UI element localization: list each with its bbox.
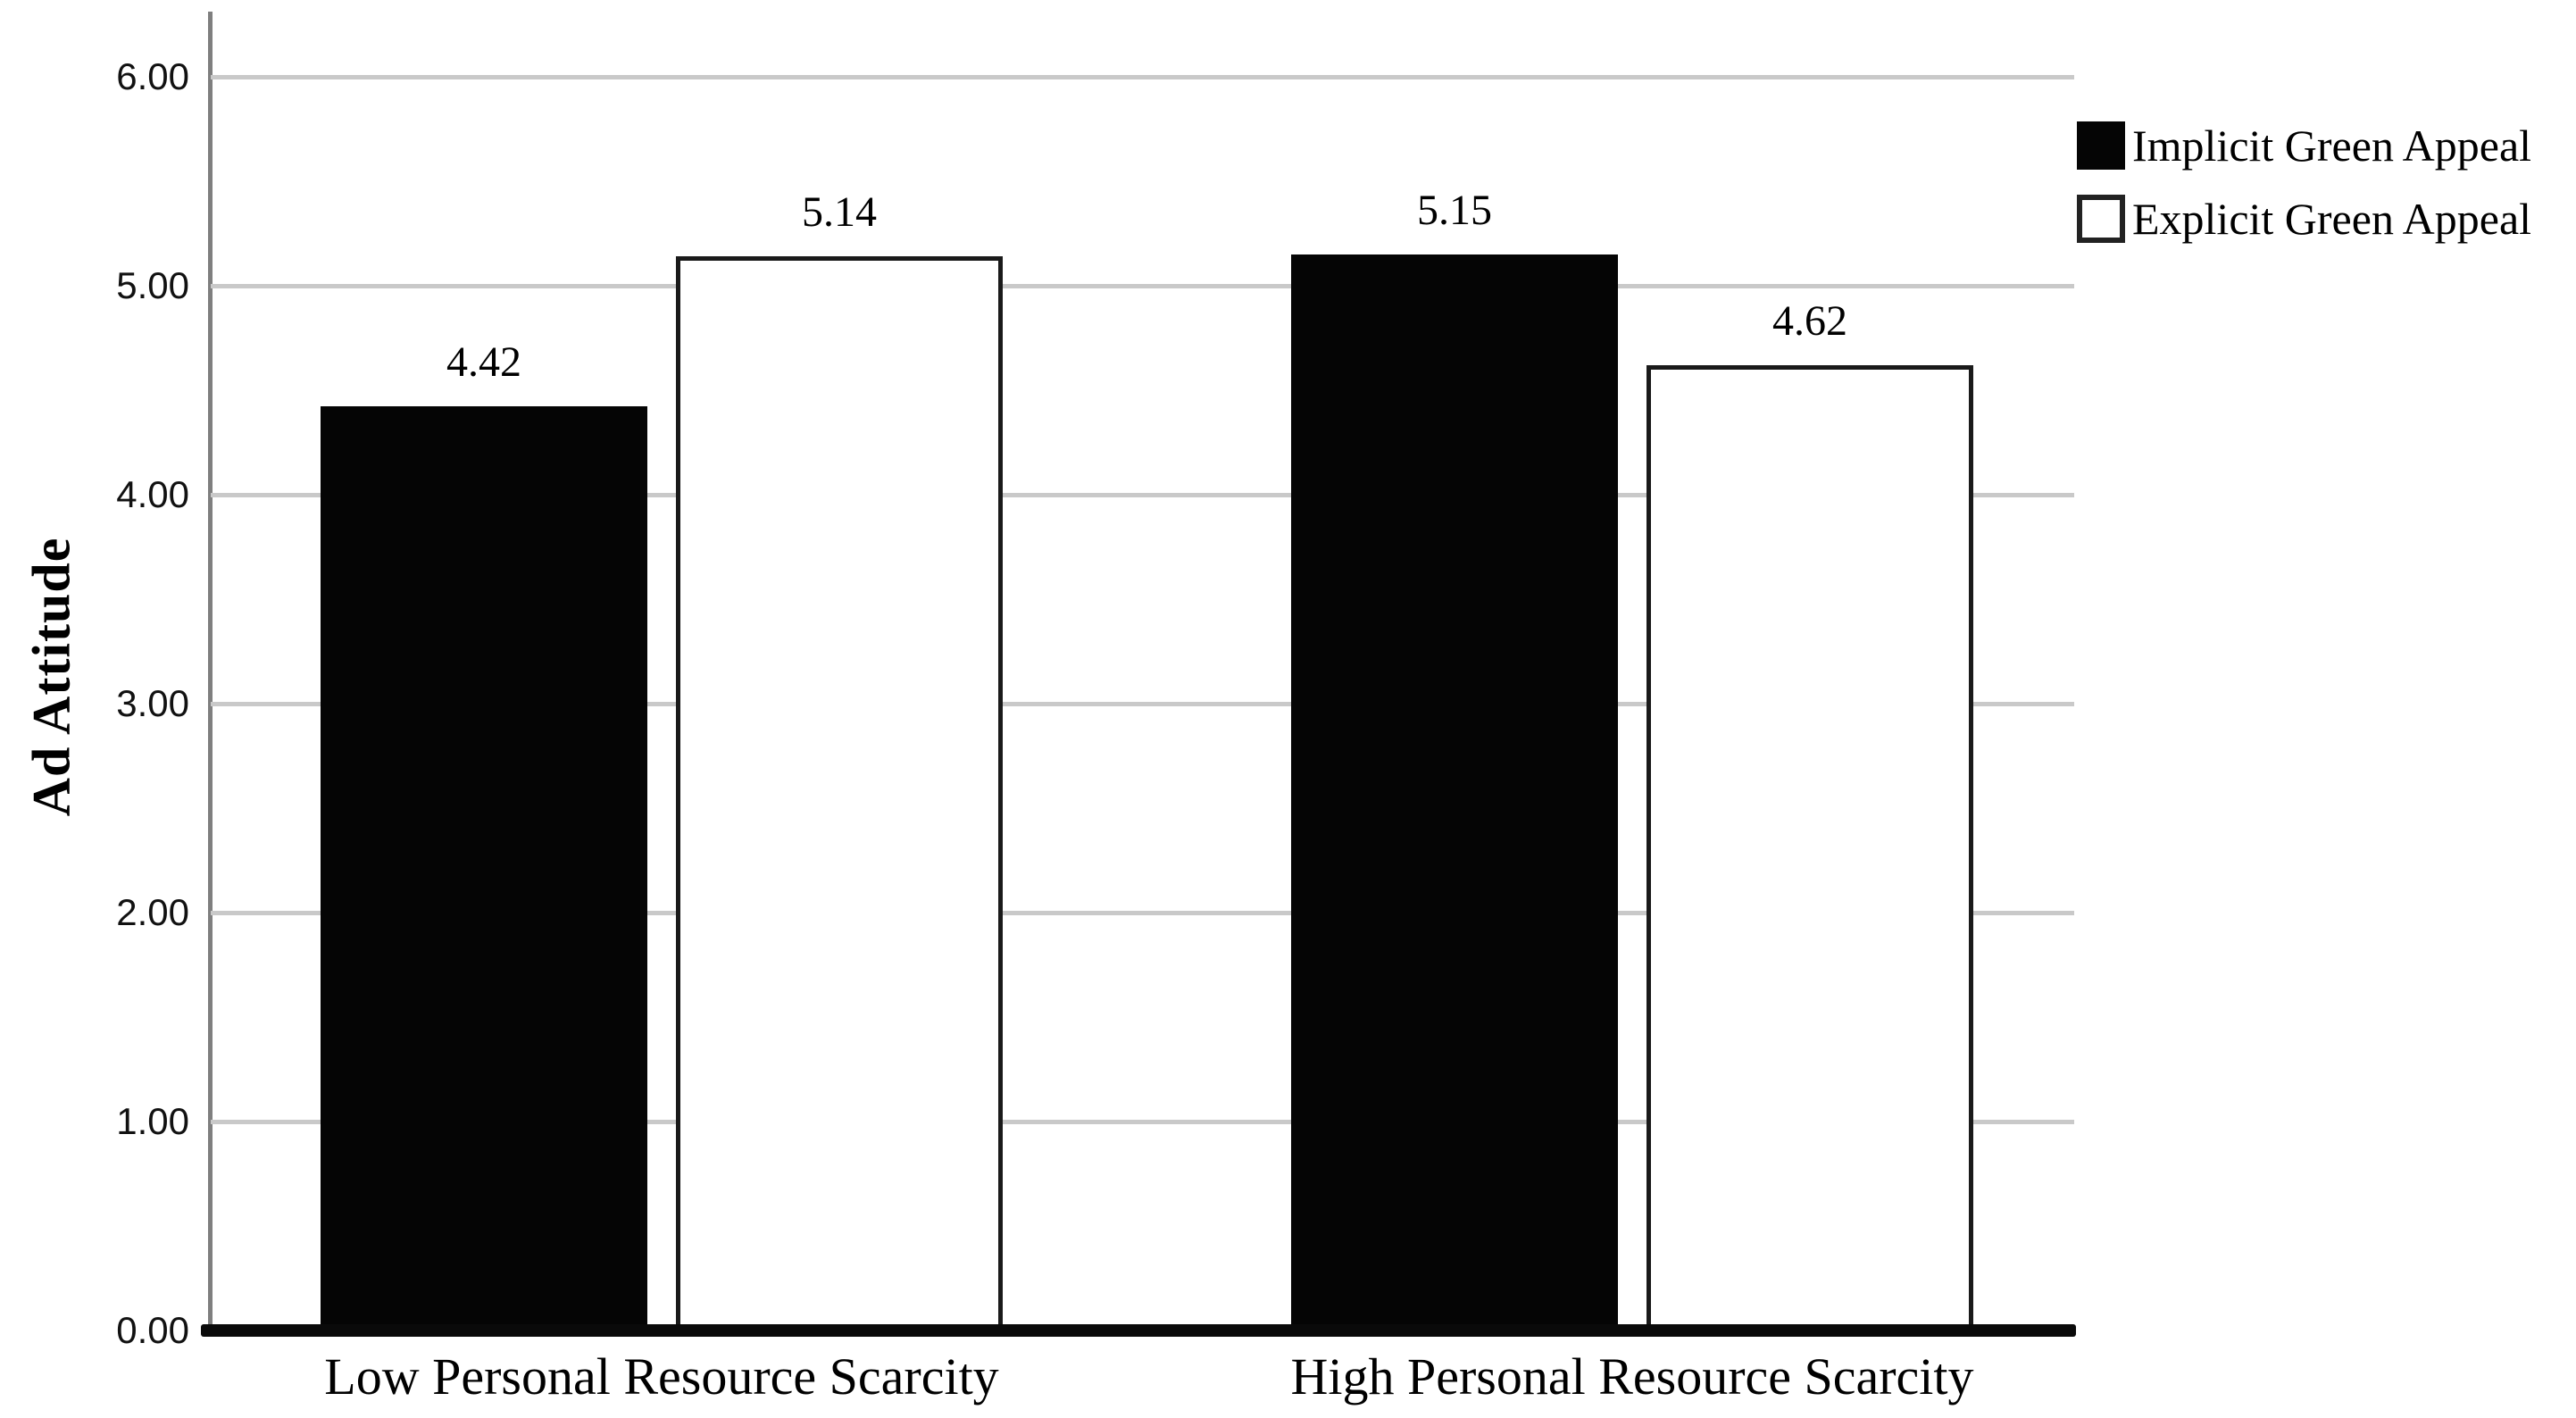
- y-tick-label: 3.00: [116, 681, 189, 724]
- gridline-1.00: [211, 1119, 2074, 1124]
- x-axis-baseline: [201, 1324, 2076, 1337]
- legend: Implicit Green Appeal Explicit Green Appe…: [2077, 120, 2531, 245]
- bar-value-label: 4.62: [1772, 296, 1847, 345]
- gridline-6.00: [211, 74, 2074, 79]
- y-tick-label: 6.00: [116, 54, 189, 97]
- legend-swatch-icon: [2077, 121, 2125, 170]
- legend-item: Explicit Green Appeal: [2077, 193, 2531, 245]
- y-tick-label: 5.00: [116, 263, 189, 306]
- bar-value-label: 5.14: [802, 188, 877, 236]
- legend-swatch-icon: [2077, 195, 2125, 243]
- y-tick-label: 0.00: [116, 1309, 189, 1351]
- y-tick-label: 1.00: [116, 1099, 189, 1142]
- plot-area: 4.42 5.15 5.14 4.62: [208, 12, 2074, 1330]
- y-tick-label: 4.00: [116, 472, 189, 515]
- bar-explicit-green-appeal-high-personal-resource-scarcity: [1646, 364, 1973, 1330]
- legend-item-label: Implicit Green Appeal: [2132, 121, 2532, 171]
- gridline-3.00: [211, 701, 2074, 706]
- bar-value-label: 4.42: [446, 338, 521, 387]
- legend-item-label: Explicit Green Appeal: [2132, 194, 2532, 244]
- y-axis-line: [208, 12, 213, 1330]
- y-axis-title: Ad Attitude: [21, 537, 81, 817]
- bar-implicit-green-appeal-high-personal-resource-scarcity: [1291, 254, 1618, 1330]
- bar-implicit-green-appeal-low-personal-resource-scarcity: [321, 406, 647, 1330]
- x-category-label-low-personal-resource-scarcity: Low Personal Resource Scarcity: [324, 1347, 999, 1405]
- gridline-5.00: [211, 283, 2074, 288]
- y-tick-label: 2.00: [116, 890, 189, 933]
- legend-item: Implicit Green Appeal: [2077, 120, 2531, 171]
- bar-explicit-green-appeal-low-personal-resource-scarcity: [676, 255, 1003, 1330]
- x-category-label-high-personal-resource-scarcity: High Personal Resource Scarcity: [1290, 1347, 1974, 1405]
- bar-value-label: 5.15: [1417, 186, 1492, 234]
- gridline-4.00: [211, 492, 2074, 497]
- gridline-2.00: [211, 910, 2074, 915]
